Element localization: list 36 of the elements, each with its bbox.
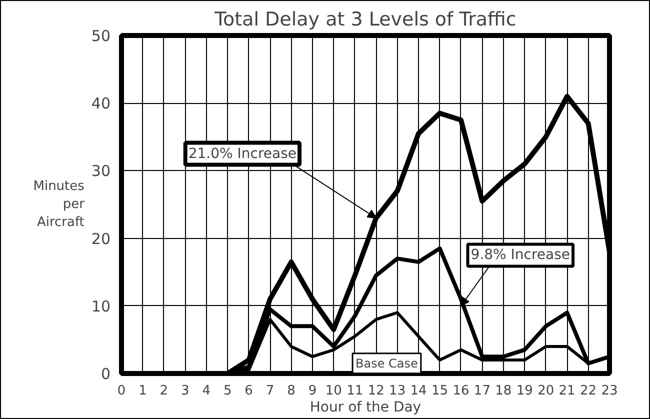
- x-tick-label: 16: [452, 384, 470, 398]
- x-tick-label: 7: [266, 384, 274, 398]
- x-tick-label: 22: [580, 384, 597, 398]
- x-tick-label: 12: [368, 384, 384, 398]
- y-tick-label: 0: [100, 365, 111, 383]
- x-tick-label: 11: [346, 384, 364, 398]
- x-tick-label: 18: [495, 384, 512, 398]
- x-tick-label: 23: [601, 384, 618, 398]
- x-tick-label: 3: [181, 384, 190, 398]
- x-tick-label: 1: [138, 384, 147, 398]
- x-tick-label: 8: [287, 384, 296, 398]
- chart-title: Total Delay at 3 Levels of Traffic: [214, 8, 516, 30]
- y-tick-label: 10: [91, 297, 111, 316]
- x-tick-label: 2: [160, 384, 168, 398]
- x-tick-label: 10: [325, 384, 342, 398]
- y-tick-label: 20: [91, 230, 111, 248]
- annotation: Base Case: [356, 356, 418, 370]
- x-tick-label: 14: [410, 384, 427, 398]
- x-axis-title: Hour of the Day: [310, 400, 422, 416]
- x-tick-label: 5: [223, 384, 232, 398]
- x-tick-label: 0: [117, 384, 126, 398]
- x-tick-label: 17: [474, 384, 490, 398]
- annotation: 9.8% Increase: [470, 247, 570, 264]
- annotation: 21.0% Increase: [188, 146, 297, 162]
- x-tick-label: 13: [389, 384, 406, 398]
- x-tick-label: 21: [558, 384, 576, 398]
- x-tick-label: 20: [538, 384, 554, 398]
- y-tick-label: 50: [91, 27, 111, 45]
- y-tick-label: 30: [91, 162, 111, 180]
- x-tick-label: 19: [516, 384, 533, 398]
- x-tick-label: 4: [202, 384, 211, 398]
- x-tick-label: 6: [244, 384, 253, 398]
- y-tick-label: 40: [91, 94, 111, 113]
- y-axis-title: Minutes per Aircraft: [33, 179, 86, 230]
- x-tick-label: 9: [308, 384, 317, 398]
- x-tick-label: 15: [431, 384, 448, 398]
